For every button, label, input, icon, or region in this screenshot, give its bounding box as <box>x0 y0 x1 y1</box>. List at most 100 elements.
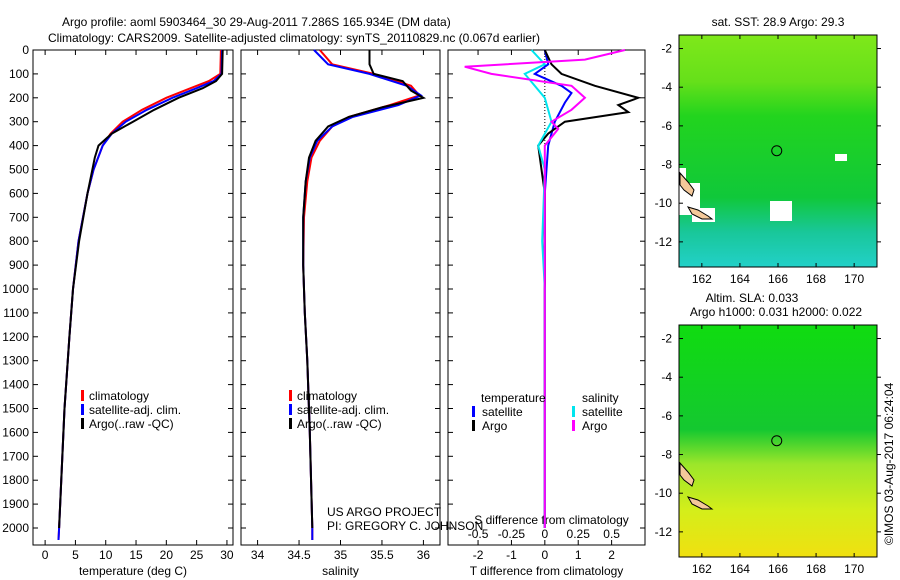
y-tick-label: 1500 <box>2 402 29 416</box>
legend-swatch <box>289 418 292 429</box>
x-tick-label: 36 <box>417 548 431 562</box>
lon-tick-label: 166 <box>768 562 788 576</box>
x-axis-label: T difference from climatology <box>470 564 624 578</box>
x2-tick-label: -0.5 <box>468 527 489 541</box>
x-tick-label: -2 <box>473 548 484 562</box>
temperature-panel: 0 5 10 15 20 25 300100200300400500600700800900… <box>2 43 234 578</box>
x-tick-label: 5 <box>72 548 79 562</box>
title-line-1: Argo profile: aoml 5903464_30 29-Aug-201… <box>62 15 451 29</box>
legend-label: satellite-adj. clim. <box>297 403 389 417</box>
y-tick-label: 1800 <box>2 473 29 487</box>
island-shape <box>686 206 714 220</box>
y-tick-label: 900 <box>9 258 29 272</box>
map-field <box>679 325 877 557</box>
lat-tick-label: -10 <box>655 196 673 210</box>
island-shape <box>686 496 714 510</box>
y-tick-label: 1000 <box>2 282 29 296</box>
y-tick-label: 1600 <box>2 425 29 439</box>
float-position-marker <box>771 145 783 157</box>
island-shape <box>679 461 695 487</box>
x-tick-label: 1 <box>575 548 582 562</box>
missing-data <box>679 168 715 222</box>
legend-label: satellite-adj. clim. <box>89 403 181 417</box>
y-tick-label: 600 <box>9 186 29 200</box>
x-axis-label: temperature (deg C) <box>79 564 187 578</box>
lon-tick-label: 170 <box>844 562 864 576</box>
legend-label: satellite <box>482 405 523 419</box>
legend-swatch <box>81 390 84 401</box>
timestamp: ©IMOS 03-Aug-2017 06:24:04 <box>882 382 896 545</box>
legend-swatch <box>572 420 575 431</box>
lat-tick-label: -12 <box>655 235 673 249</box>
plot-frame <box>447 49 646 546</box>
lat-tick-label: -8 <box>661 448 672 462</box>
legend-swatch <box>289 390 292 401</box>
x-tick-label: 30 <box>220 548 234 562</box>
plot-frame <box>240 49 441 546</box>
legend-swatch <box>572 406 575 417</box>
x-tick-label: -1 <box>506 548 517 562</box>
x-tick-label: 10 <box>99 548 113 562</box>
lon-tick-label: 168 <box>806 562 826 576</box>
x-tick-label: 34.5 <box>287 548 311 562</box>
y-tick-label: 700 <box>9 210 29 224</box>
lat-tick-label: -6 <box>661 409 672 423</box>
legend-label: Argo <box>582 419 608 433</box>
y-tick-label: 1100 <box>3 306 29 320</box>
y-tick-label: 1300 <box>2 354 29 368</box>
x-tick-label: 0 <box>42 548 49 562</box>
lat-tick-label: -12 <box>655 525 673 539</box>
x2-tick-label: -0.25 <box>498 527 526 541</box>
lat-tick-label: -2 <box>661 332 672 346</box>
x-tick-label: 34 <box>251 548 265 562</box>
lon-tick-label: 170 <box>844 272 864 286</box>
x2-tick-label: 0.25 <box>567 527 591 541</box>
y-tick-label: 1700 <box>2 449 29 463</box>
lon-tick-label: 162 <box>692 272 712 286</box>
lat-tick-label: -8 <box>661 158 672 172</box>
series-line-argo-raw-qc- <box>302 50 427 529</box>
x2-tick-label: 0 <box>541 527 548 541</box>
sst-map-panel: 162 164 166 168 170 -2 -4 -6 -8 -10 -12 sat. SST: 2… <box>655 15 881 286</box>
legend-label: satellite <box>582 405 623 419</box>
legend-swatch <box>81 404 84 415</box>
float-position-marker <box>771 435 783 447</box>
y-tick-label: 100 <box>9 67 29 81</box>
legend-label: Argo <box>482 419 508 433</box>
series-line-salinity-argo <box>464 49 626 528</box>
island-shape <box>679 171 695 197</box>
lat-tick-label: -4 <box>661 80 672 94</box>
map-field <box>679 35 877 267</box>
series-line-argo-raw-qc- <box>58 49 224 529</box>
legend-header: salinity <box>582 391 619 405</box>
title-line-2: Climatology: CARS2009. Satellite-adjuste… <box>48 31 540 45</box>
y-tick-label: 400 <box>9 139 29 153</box>
x-tick-label: 15 <box>129 548 143 562</box>
lat-tick-label: -4 <box>661 370 672 384</box>
legend-label: Argo(..raw -QC) <box>89 417 174 431</box>
x-tick-label: 2 <box>608 548 615 562</box>
y-tick-label: 1200 <box>2 330 29 344</box>
lat-tick-label: -10 <box>655 486 673 500</box>
missing-data <box>835 154 847 161</box>
y-tick-label: 2000 <box>2 521 29 535</box>
salinity-panel: 34 34.5 35 35.5 36 salinity climatologysatelli… <box>240 49 441 578</box>
y-tick-label: 1900 <box>2 497 29 511</box>
x2-axis-label: S difference from climatology <box>474 513 629 527</box>
map-title: Altim. SLA: 0.033 <box>706 291 799 305</box>
x-axis-label: salinity <box>322 564 359 578</box>
y-tick-label: 500 <box>9 163 29 177</box>
difference-panel: -2 -1 0 1 2 T difference from climatology -0.5… <box>447 49 646 578</box>
sla-map-panel: 162 164 166 168 170 -2 -4 -6 -8 -10 -12 Altim. SLA:… <box>655 291 881 576</box>
lat-tick-label: -2 <box>661 42 672 56</box>
legend-swatch <box>289 404 292 415</box>
lon-tick-label: 164 <box>730 272 750 286</box>
x-tick-label: 20 <box>160 548 174 562</box>
map-subtitle: Argo h1000: 0.031 h2000: 0.022 <box>690 305 862 319</box>
y-tick-label: 1400 <box>2 378 29 392</box>
legend-header: temperature <box>481 391 546 405</box>
y-tick-label: 300 <box>9 115 29 129</box>
lon-tick-label: 166 <box>768 272 788 286</box>
x-tick-label: 25 <box>190 548 204 562</box>
x-tick-label: 0 <box>541 548 548 562</box>
